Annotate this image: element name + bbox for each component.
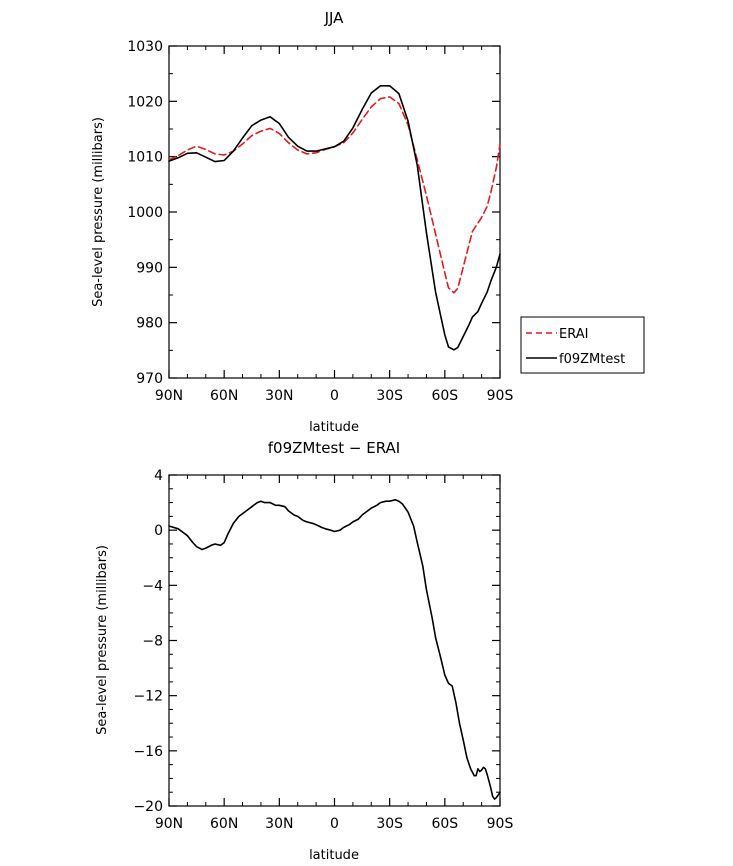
bottom-series-lines [168,498,501,800]
top-y-axis-label: Sea-level pressure (millibars) [91,117,106,307]
y-tick-label: 1030 [127,39,163,55]
y-tick-label: −12 [133,689,163,705]
y-tick-label: 1020 [127,94,163,110]
y-tick-label: 990 [136,260,163,276]
y-tick-label: −4 [142,578,163,594]
x-tick-label: 90N [155,388,183,404]
y-tick-label: −8 [142,634,163,650]
x-tick-label: 60S [431,816,458,832]
bottom-plot-frame [168,474,501,807]
bottom-ticks: 90N 60N 30N 0 30S 60S 90S −20 −16 −12 −8 −4 0 4 [133,468,513,832]
top-plot-frame [168,45,501,379]
x-tick-label: 30S [376,388,403,404]
x-tick-label: 0 [330,816,339,832]
legend: ERAI f09ZMtest [520,316,645,374]
y-tick-label: −20 [133,799,163,815]
y-tick-label: 4 [154,468,163,484]
x-tick-label: 90N [155,816,183,832]
x-tick-label: 30S [376,816,403,832]
legend-box [520,316,645,374]
x-tick-label: 0 [330,388,339,404]
y-tick-label: 1000 [127,205,163,221]
series-line-f09zmtest [168,85,501,351]
legend-label-f09zmtest: f09ZMtest [559,352,625,367]
x-tick-label: 90S [487,816,514,832]
bottom-chart-title: f09ZMtest − ERAI [268,439,400,457]
y-tick-label: 970 [136,371,163,387]
x-tick-label: 30N [265,816,293,832]
x-tick-label: 60N [210,816,238,832]
y-tick-label: 1010 [127,150,163,166]
y-tick-label: 980 [136,316,163,332]
legend-label-erai: ERAI [559,327,588,342]
y-tick-label: −16 [133,744,163,760]
top-series-lines [168,85,501,351]
top-panel: JJA 90N 60N 30N 0 30S 60S 90S 970 980 990 1000 1010… [91,9,645,435]
top-ticks: 90N 60N 30N 0 30S 60S 90S 970 980 990 1000 1010 1020… [127,39,513,404]
x-tick-label: 90S [487,388,514,404]
top-chart-title: JJA [324,9,345,27]
x-tick-label: 30N [265,388,293,404]
series-line-erai [168,96,501,294]
top-x-axis-label: latitude [309,420,359,435]
bottom-y-axis-label: Sea-level pressure (millibars) [95,545,110,735]
x-tick-label: 60N [210,388,238,404]
series-line-difference [168,498,501,800]
x-tick-label: 60S [431,388,458,404]
bottom-x-axis-label: latitude [309,848,359,863]
y-tick-label: 0 [154,523,163,539]
bottom-panel: f09ZMtest − ERAI 90N 60N 30N 0 30S 60S 90S −20 −… [95,439,513,863]
